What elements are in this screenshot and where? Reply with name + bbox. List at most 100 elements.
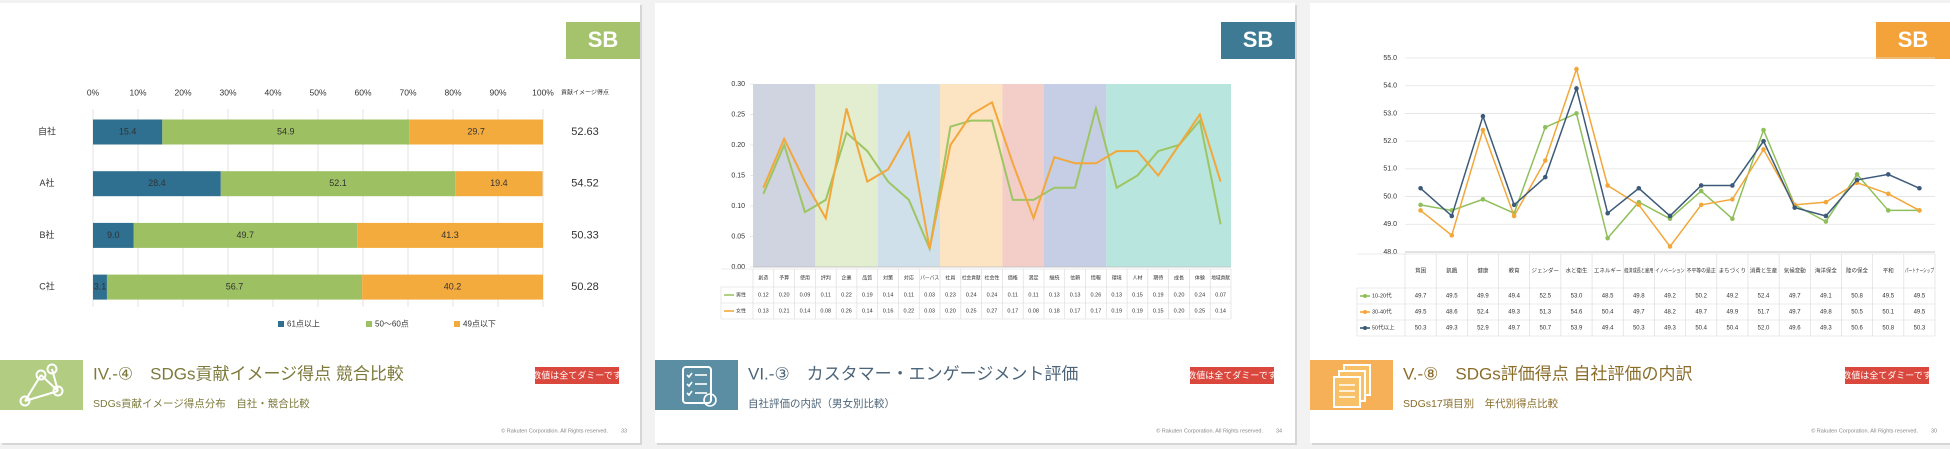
point <box>1698 188 1704 194</box>
table-value: 0.24 <box>987 292 998 298</box>
icon-node <box>19 395 31 407</box>
score-title: 貢献イメージ得点 <box>561 89 609 97</box>
table-value: 0.13 <box>1049 292 1060 298</box>
table-value: 0.17 <box>1007 308 1018 314</box>
table-header: 予算 <box>779 274 789 281</box>
table-value: 0.17 <box>1091 308 1102 314</box>
icon-line <box>24 390 59 402</box>
x-tick-label: 30% <box>219 87 236 97</box>
table-value: 52.5 <box>1539 294 1551 300</box>
copyright: © Rakuten Corporation. All Rights reserv… <box>1811 427 1918 434</box>
table-header: 教育 <box>1509 266 1521 274</box>
data-label: 15.4 <box>119 126 137 136</box>
point <box>1823 213 1829 219</box>
slide: SB V.-⑧ SDGs評価得点 自社評価の内訳 SDGs17項目別 年代別得点比較… <box>1310 3 1950 445</box>
bar-segment <box>357 222 543 248</box>
point <box>1698 183 1704 188</box>
table-value: 49.3 <box>1664 326 1676 332</box>
legend-label: 50〜60点 <box>375 320 409 329</box>
table-value: 49.7 <box>1789 310 1801 316</box>
table-value: 0.11 <box>821 292 831 298</box>
dummy-badge <box>535 367 619 384</box>
legend-label: 女性 <box>736 307 746 314</box>
table-value: 50.8 <box>1882 326 1894 332</box>
table-value: 49.5 <box>1914 294 1926 300</box>
point <box>1917 208 1922 213</box>
table-value: 0.03 <box>924 308 935 314</box>
table-value: 0.13 <box>1070 292 1081 298</box>
point <box>1449 233 1455 238</box>
table-value: 52.0 <box>1758 326 1770 332</box>
x-tick-label: 90% <box>489 87 506 97</box>
table-value: 0.15 <box>1132 292 1143 298</box>
table-value: 0.19 <box>1153 292 1164 298</box>
y-tick-label: 0.20 <box>731 142 745 149</box>
table-header: 品質 <box>862 274 872 281</box>
section-icon-box <box>655 360 738 410</box>
table-value: 50.8 <box>1851 294 1863 300</box>
logo: SB <box>1243 27 1274 52</box>
y-tick-label: 0.05 <box>731 233 745 240</box>
x-tick-label: 50% <box>309 87 326 97</box>
table-value: 48.2 <box>1664 310 1676 316</box>
table-header: ジェンダー <box>1532 266 1560 274</box>
table-value: 49.2 <box>1664 294 1676 300</box>
band <box>1106 84 1231 267</box>
table-header: 期待 <box>1153 274 1163 281</box>
icon-check <box>686 381 693 388</box>
point <box>1480 113 1486 119</box>
icon-check <box>686 372 693 379</box>
point <box>1885 191 1891 197</box>
legend-marker <box>1363 326 1367 330</box>
table-value: 49.5 <box>1914 310 1926 316</box>
slide-subtitle: SDGs貢献イメージ得点分布 自社・競合比較 <box>93 397 310 410</box>
table-header: 陸の保全 <box>1846 266 1869 274</box>
bar-segment <box>106 274 363 300</box>
table-header: イノベーション <box>1655 267 1685 274</box>
point <box>1761 138 1766 144</box>
table-value: 50.3 <box>1633 326 1645 332</box>
table-value: 0.19 <box>1111 308 1122 314</box>
category-label: 自社 <box>38 125 56 136</box>
point <box>1730 183 1735 188</box>
band <box>1043 84 1107 267</box>
table-value: 0.25 <box>966 308 977 314</box>
point <box>1574 86 1579 91</box>
table-value: 0.22 <box>841 292 852 298</box>
x-tick-label: 60% <box>354 87 371 97</box>
band <box>877 84 941 267</box>
table-header: 体験 <box>1195 274 1205 281</box>
point <box>1761 127 1766 133</box>
dummy-badge <box>1845 367 1929 384</box>
table-value: 49.7 <box>1789 294 1801 300</box>
table-value: 49.7 <box>1633 310 1645 316</box>
table-header: 企業 <box>842 274 852 281</box>
table-value: 49.3 <box>1508 310 1520 316</box>
table-value: 0.21 <box>779 308 790 314</box>
icon-node <box>52 385 64 397</box>
point <box>1730 197 1735 202</box>
y-tick-label: 0.15 <box>731 172 745 179</box>
x-tick-label: 0% <box>87 87 100 97</box>
logo-box <box>1221 22 1295 59</box>
point <box>1418 202 1423 208</box>
table-value: 52.4 <box>1477 310 1489 316</box>
band <box>815 84 878 267</box>
legend-label: 男性 <box>736 291 746 298</box>
data-label: 49.7 <box>237 230 255 240</box>
table-value: 0.12 <box>758 292 769 298</box>
legend-swatch <box>366 321 372 327</box>
bar-segment <box>93 222 134 248</box>
page-number: 33 <box>621 428 627 434</box>
point <box>1605 183 1610 188</box>
y-tick-label: 52.0 <box>1383 138 1397 145</box>
table-value: 0.16 <box>883 308 894 314</box>
table-header: まちづくり <box>1719 266 1747 274</box>
legend-label: 61点以上 <box>287 320 320 329</box>
icon-doc <box>1333 376 1361 408</box>
table-value: 51.3 <box>1539 310 1551 316</box>
data-label: 9.0 <box>107 230 120 240</box>
table-header: 水と衛生 <box>1565 266 1588 274</box>
score: 50.28 <box>571 281 599 293</box>
table-header: 成長 <box>1174 274 1184 281</box>
